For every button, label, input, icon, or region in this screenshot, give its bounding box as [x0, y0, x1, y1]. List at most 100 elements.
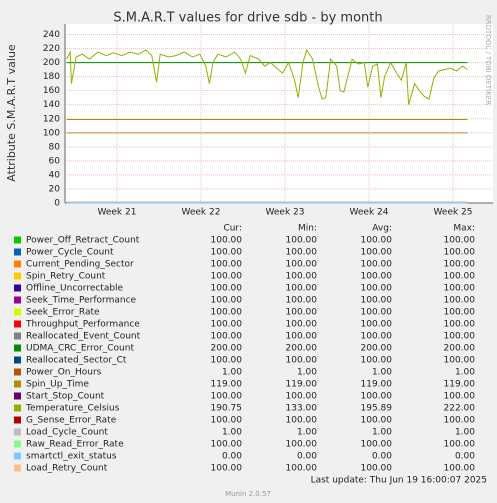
legend-entry: Reallocated_Sector_Ct: [26, 356, 127, 366]
legend-entry: Power_Off_Retract_Count: [26, 236, 140, 246]
legend-stat: 100.00: [444, 260, 476, 270]
legend-stat: 222.00: [444, 404, 476, 414]
legend-stat: 100.00: [444, 272, 476, 282]
legend-entry: Seek_Time_Performance: [26, 296, 137, 306]
legend-stat: 100.00: [361, 332, 393, 342]
legend-swatch: [14, 332, 21, 340]
legend-column-header: Min:: [298, 224, 317, 234]
legend-stat: 200.00: [444, 344, 476, 354]
y-axis-label: Attribute S.M.A.R.T value: [5, 44, 18, 182]
legend-stat: 200.00: [286, 344, 318, 354]
y-tick-label: 100: [43, 128, 60, 138]
legend-swatch: [14, 404, 21, 412]
legend-stat: 100.00: [211, 260, 243, 270]
legend-stat: 200.00: [361, 344, 393, 354]
legend-column-header: Cur:: [223, 224, 242, 234]
legend-stat: 100.00: [286, 416, 318, 426]
legend-swatch: [14, 320, 21, 328]
legend-stat: 100.00: [361, 236, 393, 246]
legend-swatch: [14, 452, 21, 460]
legend-stat: 100.00: [211, 332, 243, 342]
legend-entry: Temperature_Celsius: [25, 404, 120, 414]
legend-stat: 1.00: [455, 428, 475, 438]
legend-entry: UDMA_CRC_Error_Count: [26, 344, 134, 354]
legend-stat: 195.89: [361, 404, 393, 414]
legend-swatch: [14, 260, 21, 268]
legend-stat: 100.00: [286, 248, 318, 258]
legend-swatch: [14, 248, 21, 256]
footer: Munin 2.0.57: [225, 490, 271, 498]
legend-swatch: [14, 464, 21, 472]
legend-stat: 100.00: [211, 284, 243, 294]
legend-entry: Spin_Up_Time: [26, 380, 89, 390]
legend-stat: 100.00: [444, 248, 476, 258]
legend-entry: Offline_Uncorrectable: [26, 284, 124, 294]
legend-swatch: [14, 440, 21, 448]
legend-stat: 100.00: [286, 308, 318, 318]
y-tick-label: 60: [49, 156, 61, 166]
legend-column-header: Max:: [453, 224, 475, 234]
legend-stat: 119.00: [361, 380, 393, 390]
legend-stat: 100.00: [286, 284, 318, 294]
legend-stat: 100.00: [286, 332, 318, 342]
legend-swatch: [14, 344, 21, 352]
y-tick-label: 240: [43, 30, 60, 40]
y-tick-label: 0: [54, 199, 60, 209]
y-tick-label: 20: [49, 184, 61, 194]
y-tick-label: 200: [43, 58, 60, 68]
x-tick-label: Week 25: [434, 208, 473, 218]
plot-area: [65, 24, 493, 203]
chart-title: S.M.A.R.T values for drive sdb - by mont…: [113, 11, 382, 26]
legend-stat: 100.00: [211, 272, 243, 282]
y-tick-label: 180: [43, 72, 60, 82]
legend-stat: 1.00: [222, 428, 242, 438]
legend-stat: 100.00: [444, 356, 476, 366]
legend-stat: 200.00: [211, 344, 243, 354]
x-tick-label: Week 22: [181, 208, 220, 218]
legend-stat: 100.00: [211, 308, 243, 318]
legend-column-header: Avg:: [372, 224, 392, 234]
legend-stat: 100.00: [444, 440, 476, 450]
y-tick-label: 140: [43, 100, 60, 110]
legend-stat: 100.00: [361, 248, 393, 258]
legend-swatch: [14, 416, 21, 424]
legend-stat: 100.00: [211, 464, 243, 474]
legend-stat: 100.00: [444, 308, 476, 318]
legend-stat: 0.00: [372, 452, 392, 462]
legend-stat: 0.00: [455, 452, 475, 462]
legend-stat: 100.00: [361, 320, 393, 330]
legend-swatch: [14, 392, 21, 400]
legend-stat: 100.00: [211, 416, 243, 426]
legend-stat: 100.00: [286, 296, 318, 306]
legend-stat: 190.75: [211, 404, 243, 414]
legend-stat: 100.00: [211, 296, 243, 306]
legend-stat: 1.00: [455, 368, 475, 378]
legend-stat: 100.00: [444, 416, 476, 426]
legend-stat: 1.00: [372, 368, 392, 378]
legend-entry: Throughput_Performance: [25, 320, 140, 330]
legend-swatch: [14, 428, 21, 436]
y-tick-label: 40: [49, 170, 61, 180]
legend-entry: Seek_Error_Rate: [26, 308, 100, 318]
legend-entry: G_Sense_Error_Rate: [26, 416, 117, 426]
legend-entry: Raw_Read_Error_Rate: [26, 440, 124, 450]
legend-stat: 100.00: [444, 296, 476, 306]
legend-stat: 100.00: [444, 284, 476, 294]
legend-stat: 100.00: [286, 236, 318, 246]
y-tick-label: 120: [43, 114, 60, 124]
legend-stat: 119.00: [211, 380, 243, 390]
last-update: Last update: Thu Jun 19 16:00:07 2025: [311, 476, 487, 486]
legend-stat: 100.00: [211, 236, 243, 246]
legend-stat: 100.00: [444, 236, 476, 246]
legend-stat: 0.00: [297, 452, 317, 462]
side-label: RRDTOOL / TOBI OETIKER: [484, 15, 492, 105]
legend-stat: 100.00: [286, 320, 318, 330]
legend-stat: 100.00: [444, 320, 476, 330]
legend-swatch: [14, 272, 21, 280]
legend-stat: 100.00: [361, 260, 393, 270]
legend-stat: 1.00: [297, 368, 317, 378]
legend-stat: 100.00: [361, 464, 393, 474]
legend-stat: 133.00: [286, 404, 318, 414]
legend-stat: 100.00: [286, 260, 318, 270]
legend-stat: 100.00: [286, 464, 318, 474]
